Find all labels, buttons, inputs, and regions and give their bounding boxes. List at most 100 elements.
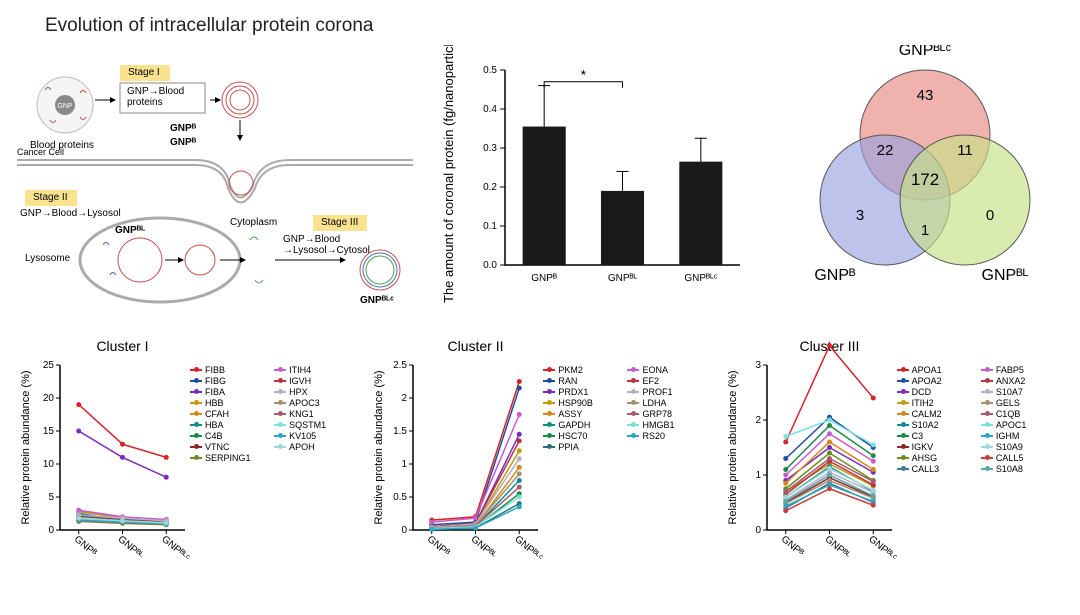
legend-item: CALL3 — [897, 464, 981, 474]
legend-item: S10A9 — [981, 442, 1065, 452]
legend-item: HMGB1 — [627, 420, 711, 430]
legend-item: RS20 — [627, 431, 711, 441]
stage1-text: GNP→Blood proteins — [127, 86, 202, 108]
legend-item: DCD — [897, 387, 981, 397]
legend-item: VTNC — [190, 442, 274, 452]
svg-text:Cluster II: Cluster II — [448, 338, 504, 354]
lysosome-label: Lysosome — [25, 253, 70, 264]
cluster-3: Cluster III0123GNPᴮGNPᴮᴸGNPᴮᴸᶜRelative p… — [722, 335, 1065, 615]
svg-text:GNPᴮᴸᶜ: GNPᴮᴸᶜ — [684, 273, 717, 284]
svg-text:0.0: 0.0 — [483, 260, 497, 271]
svg-text:43: 43 — [917, 87, 934, 104]
svg-text:22: 22 — [877, 142, 894, 159]
protein-overlap-venn: GNPᴮᴸᶜGNPᴮGNPᴮᴸ433022111172 — [775, 45, 1075, 320]
cancer-cell-label: Cancer Cell — [17, 147, 64, 157]
legend-item: GRP78 — [627, 409, 711, 419]
legend-item: FIBG — [190, 376, 274, 386]
svg-text:0.4: 0.4 — [483, 104, 497, 115]
stage3-label: Stage III — [313, 215, 366, 230]
legend-item: C4B — [190, 431, 274, 441]
svg-text:20: 20 — [43, 393, 55, 404]
svg-text:Cluster I: Cluster I — [96, 338, 148, 354]
legend-item: FABP5 — [981, 365, 1065, 375]
legend-item: GELS — [981, 398, 1065, 408]
svg-text:GNPᴮᴸᶜ: GNPᴮᴸᶜ — [899, 45, 952, 59]
legend-item: ASSY — [543, 409, 627, 419]
gnpbl-label: GNPᴮᴸ — [115, 225, 145, 236]
svg-text:0.3: 0.3 — [483, 143, 497, 154]
svg-text:GNPᴮ: GNPᴮ — [814, 267, 856, 284]
legend-item: HPX — [274, 387, 358, 397]
legend-item: S10A7 — [981, 387, 1065, 397]
svg-text:The amount of coronal protein: The amount of coronal protein (fg/nanopa… — [441, 45, 456, 303]
svg-text:0.1: 0.1 — [483, 221, 497, 232]
legend-item: PRDX1 — [543, 387, 627, 397]
svg-text:*: * — [581, 67, 587, 83]
legend-item: IGKV — [897, 442, 981, 452]
svg-text:5: 5 — [48, 492, 54, 503]
svg-text:Relative protein abundance (%): Relative protein abundance (%) — [20, 370, 32, 524]
legend-item: C1QB — [981, 409, 1065, 419]
svg-text:GNPᴮᴸᶜ: GNPᴮᴸᶜ — [866, 534, 897, 564]
gnpb-label-2: GNPᴮ — [170, 137, 196, 148]
svg-text:1.5: 1.5 — [393, 426, 407, 437]
svg-text:3: 3 — [755, 360, 761, 371]
svg-text:GNPᴮᴸᶜ: GNPᴮᴸᶜ — [513, 534, 544, 564]
figure-title: Evolution of intracellular protein coron… — [45, 15, 1065, 37]
svg-text:0: 0 — [755, 525, 761, 536]
svg-text:1: 1 — [921, 222, 929, 239]
legend-item: CFAH — [190, 409, 274, 419]
legend-item: HSC70 — [543, 431, 627, 441]
legend-item: APOA1 — [897, 365, 981, 375]
svg-text:2.5: 2.5 — [393, 360, 407, 371]
svg-text:GNPᴮ: GNPᴮ — [72, 534, 99, 559]
evolution-diagram: GNP — [15, 45, 415, 320]
legend-item: GAPDH — [543, 420, 627, 430]
svg-text:GNPᴮᴸᶜ: GNPᴮᴸᶜ — [159, 534, 190, 564]
stage2-label: Stage II — [25, 190, 75, 205]
svg-text:3: 3 — [856, 207, 864, 224]
cluster-3-legend: APOA1FABP5APOA2ANXA2DCDS10A7ITIH2GELSCAL… — [897, 335, 1065, 615]
svg-text:10: 10 — [43, 459, 55, 470]
svg-text:GNPᴮ: GNPᴮ — [778, 534, 805, 559]
svg-text:0: 0 — [402, 525, 408, 536]
legend-item: C3 — [897, 431, 981, 441]
legend-item: SERPING1 — [190, 453, 274, 463]
legend-item: ITIH2 — [897, 398, 981, 408]
legend-item: HSP90B — [543, 398, 627, 408]
svg-text:1: 1 — [755, 470, 761, 481]
legend-item: FIBB — [190, 365, 274, 375]
svg-text:GNPᴮᴸ: GNPᴮᴸ — [608, 273, 638, 284]
legend-item: PROF1 — [627, 387, 711, 397]
legend-item: APOC1 — [981, 420, 1065, 430]
legend-item: ITIH4 — [274, 365, 358, 375]
gnpb-label-1: GNPᴮ — [170, 123, 196, 134]
legend-item: SQSTM1 — [274, 420, 358, 430]
svg-text:2: 2 — [402, 393, 408, 404]
svg-text:GNP: GNP — [57, 103, 73, 110]
legend-item: LDHA — [627, 398, 711, 408]
cluster-2: Cluster II00.511.522.5GNPᴮGNPᴮᴸGNPᴮᴸᶜRel… — [368, 335, 711, 615]
svg-text:GNPᴮ: GNPᴮ — [531, 273, 557, 284]
svg-text:GNPᴮ: GNPᴮ — [425, 534, 452, 559]
svg-text:25: 25 — [43, 360, 55, 371]
legend-item: CALM2 — [897, 409, 981, 419]
legend-item: APOC3 — [274, 398, 358, 408]
legend-item: APOH — [274, 442, 358, 452]
svg-text:0.2: 0.2 — [483, 182, 497, 193]
svg-text:GNPᴮᴸ: GNPᴮᴸ — [116, 534, 146, 562]
cluster-2-legend: PKM2EONARANEF2PRDX1PROF1HSP90BLDHAASSYGR… — [543, 335, 711, 615]
legend-item: HBB — [190, 398, 274, 408]
legend-item: EONA — [627, 365, 711, 375]
legend-item: APOA2 — [897, 376, 981, 386]
legend-item: CALL5 — [981, 453, 1065, 463]
svg-text:Relative protein abundance (%): Relative protein abundance (%) — [373, 370, 385, 524]
legend-item: KV105 — [274, 431, 358, 441]
legend-item: PPIA — [543, 442, 627, 452]
svg-text:11: 11 — [957, 142, 973, 159]
legend-item: S10A2 — [897, 420, 981, 430]
stage2-text: GNP→Blood→Lysosol — [20, 208, 140, 219]
stage1-label: Stage I — [120, 65, 168, 80]
gnpblc-label: GNPᴮᴸᶜ — [360, 295, 394, 306]
svg-text:15: 15 — [43, 426, 55, 437]
